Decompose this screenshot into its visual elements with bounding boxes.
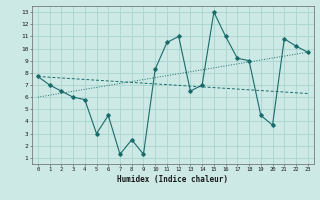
X-axis label: Humidex (Indice chaleur): Humidex (Indice chaleur) [117, 175, 228, 184]
